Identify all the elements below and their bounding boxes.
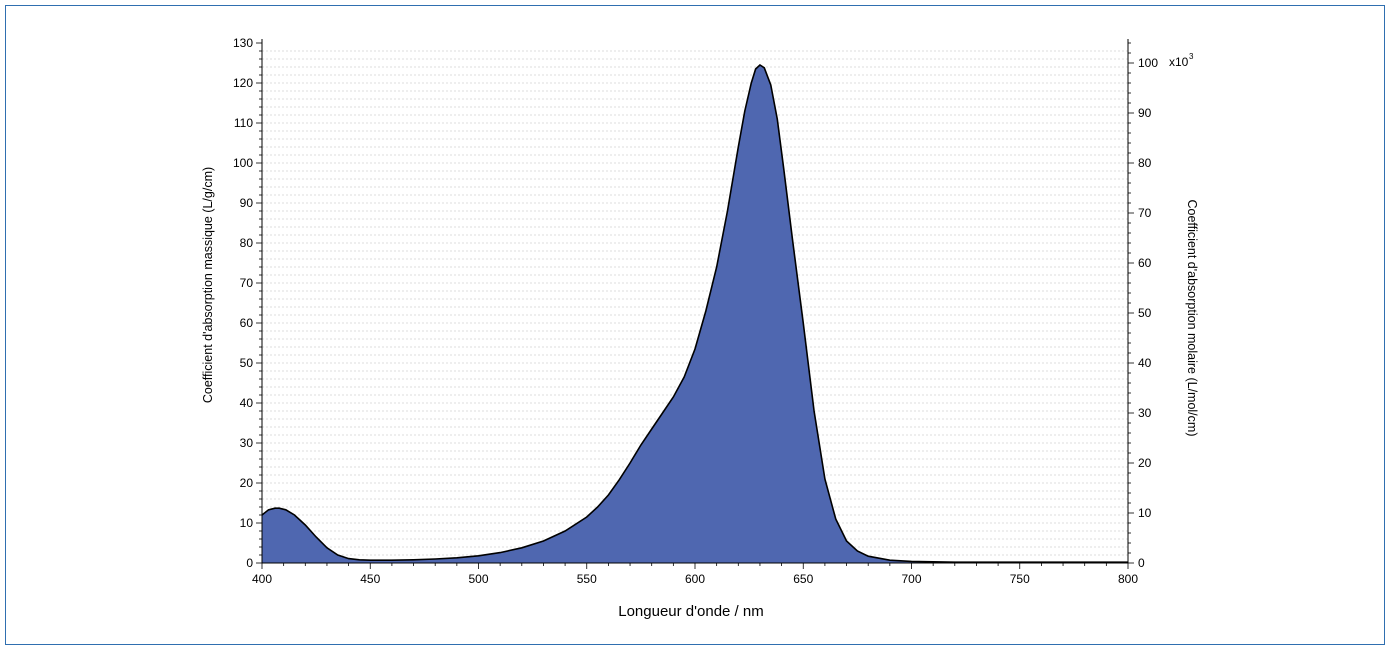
left-tick-label: 110 [234, 116, 253, 130]
left-tick-label: 100 [233, 156, 253, 170]
x-tick-label: 750 [1010, 572, 1030, 586]
right-axis-unit-label: x10 [1169, 55, 1189, 69]
x-tick-label: 650 [793, 572, 813, 586]
x-tick-label: 700 [901, 572, 921, 586]
right-axis-title: Coefficient d'absorption molaire (L/mol/… [1185, 200, 1199, 437]
left-tick-label: 50 [240, 356, 254, 370]
right-tick-label: 0 [1138, 556, 1145, 570]
x-tick-label: 450 [360, 572, 380, 586]
x-tick-label: 600 [685, 572, 705, 586]
left-tick-label: 60 [240, 316, 254, 330]
left-tick-label: 80 [240, 236, 254, 250]
x-axis-title: Longueur d'onde / nm [618, 603, 763, 620]
left-tick-label: 20 [240, 476, 254, 490]
right-tick-label: 10 [1138, 506, 1152, 520]
left-tick-label: 90 [240, 196, 254, 210]
spectrum-curve-line [261, 63, 1128, 563]
right-axis-unit-exponent: 3 [1189, 52, 1194, 61]
left-tick-label: 130 [233, 36, 253, 50]
right-tick-label: 70 [1138, 206, 1152, 220]
x-tick-label: 400 [252, 572, 272, 586]
left-tick-label: 0 [246, 556, 253, 570]
left-tick-label: 70 [240, 276, 254, 290]
right-tick-label: 50 [1138, 306, 1152, 320]
left-tick-label: 10 [240, 516, 254, 530]
right-tick-label: 40 [1138, 356, 1152, 370]
right-tick-label: 100 [1138, 56, 1158, 70]
right-tick-label: 80 [1138, 156, 1152, 170]
left-tick-label: 40 [240, 396, 254, 410]
spectrum-area-fill [262, 65, 1128, 563]
right-tick-label: 30 [1138, 406, 1152, 420]
x-tick-label: 500 [468, 572, 488, 586]
x-tick-label: 800 [1118, 572, 1138, 586]
right-tick-label: 20 [1138, 456, 1152, 470]
right-tick-label: 60 [1138, 256, 1152, 270]
axes [256, 39, 1134, 569]
left-tick-label: 120 [233, 76, 253, 90]
left-axis-title: Coefficient d'absorption massique (L/g/c… [201, 167, 215, 403]
left-tick-label: 30 [240, 436, 254, 450]
x-tick-label: 550 [577, 572, 597, 586]
tick-labels: 0 10 20 30 40 50 60 70 80 90 100 110 120 130 0 10 20 30 40… [233, 36, 1158, 586]
right-tick-label: 90 [1138, 106, 1152, 120]
